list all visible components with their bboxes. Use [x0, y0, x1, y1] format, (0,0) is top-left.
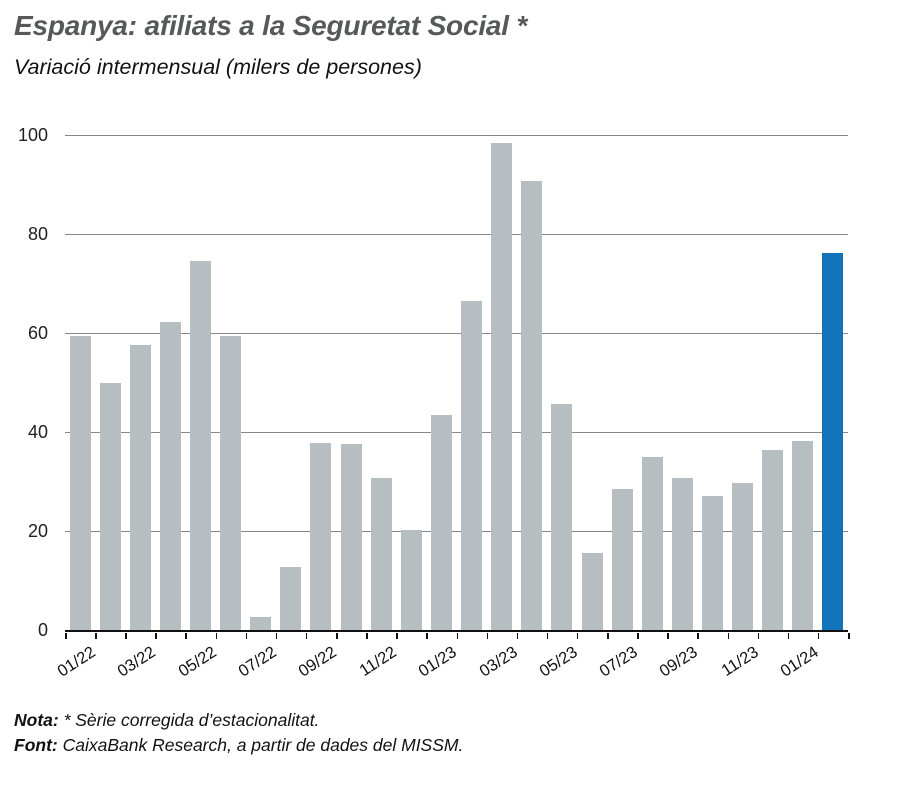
bar-10/22: [340, 443, 362, 630]
bar-06/22: [220, 335, 242, 630]
x-axis-tick-label: 01/24: [777, 643, 822, 681]
bar-03/23: [491, 142, 513, 630]
bar-02/24: [822, 252, 844, 630]
x-axis-tick: [757, 632, 760, 639]
bar-02/22: [99, 383, 121, 630]
bar-09/23: [671, 478, 693, 630]
x-axis-tick: [607, 632, 609, 639]
x-axis-tick: [576, 632, 579, 639]
x-axis-tick: [516, 632, 519, 639]
bar-07/23: [611, 488, 633, 630]
source-text: CaixaBank Research, a partir de dades de…: [57, 735, 464, 755]
bar-11/22: [370, 478, 392, 630]
gridline-y-20: [65, 530, 848, 532]
gridline-y-40: [65, 431, 848, 433]
x-axis-tick: [275, 632, 278, 639]
chart-footnotes: Nota: * Sèrie corregida d’estacionalitat…: [14, 708, 874, 758]
bar-08/22: [280, 567, 302, 630]
x-axis-tick-label: 09/23: [656, 643, 702, 681]
x-axis-tick: [697, 632, 699, 639]
x-axis-tick: [456, 632, 458, 639]
x-axis-tick: [426, 632, 428, 639]
y-axis-tick-label: 40: [27, 422, 48, 442]
bar-11/23: [732, 482, 754, 630]
x-axis-tick: [125, 632, 127, 639]
note-line: Nota: * Sèrie corregida d’estacionalitat…: [14, 708, 874, 733]
x-axis-tick-label: 11/23: [717, 643, 762, 680]
source-line: Font: CaixaBank Research, a partir de da…: [14, 733, 874, 758]
x-axis-tick-label: 09/22: [295, 643, 340, 681]
y-axis-tick-label: 60: [27, 323, 48, 343]
gridline-y-80: [65, 233, 848, 235]
bar-01/23: [430, 414, 452, 630]
x-axis-tick-label: 05/23: [536, 643, 581, 681]
bar-05/23: [551, 403, 573, 630]
bar-02/23: [461, 300, 483, 630]
x-axis-tick-label: 11/22: [356, 643, 401, 680]
x-axis-tick-label: 03/23: [476, 643, 521, 681]
x-axis-tick: [185, 632, 187, 639]
x-axis-tick: [366, 632, 368, 639]
note-text: * Sèrie corregida d’estacionalitat.: [58, 710, 320, 730]
x-axis-tick: [245, 632, 248, 639]
bar-10/23: [701, 495, 723, 630]
chart-subtitle: Variació intermensual (milers de persone…: [14, 55, 422, 79]
bar-12/23: [762, 449, 784, 630]
x-axis-tick: [65, 632, 67, 639]
y-axis-tick-label: 80: [27, 224, 48, 244]
x-axis-tick: [486, 632, 489, 639]
x-axis-tick: [667, 632, 669, 639]
y-axis-tick-label: 100: [17, 125, 48, 145]
x-axis-tick: [305, 632, 308, 639]
x-axis-tick: [215, 632, 218, 639]
x-axis-tick-label: 07/23: [596, 643, 641, 681]
x-axis-tick: [637, 632, 639, 639]
x-axis-tick-label: 01/22: [54, 643, 99, 681]
y-axis-tick-label: 20: [27, 521, 48, 541]
x-axis-tick-label: 03/22: [114, 643, 160, 681]
gridline-y-100: [65, 134, 848, 136]
bar-08/23: [641, 457, 663, 630]
bar-07/22: [250, 617, 272, 630]
bar-12/22: [400, 529, 422, 630]
bar-chart-plot-area: [65, 134, 848, 632]
bar-06/23: [581, 552, 603, 630]
bar-01/24: [792, 440, 814, 630]
y-axis-tick-label: 0: [37, 620, 48, 640]
bar-04/23: [521, 181, 543, 630]
bar-04/22: [159, 322, 181, 630]
x-axis-tick: [727, 632, 730, 639]
bar-03/22: [129, 344, 151, 630]
bar-05/22: [190, 261, 212, 630]
x-axis-tick: [95, 632, 97, 639]
x-axis-tick-label: 05/22: [174, 643, 220, 681]
x-axis-tick-label: 07/22: [235, 643, 280, 681]
x-axis-tick: [396, 632, 398, 639]
x-axis-tick-label: 01/23: [415, 643, 461, 681]
bar-01/22: [69, 336, 91, 630]
x-axis-tick: [848, 632, 850, 639]
bar-09/22: [310, 443, 332, 630]
note-label: Nota:: [14, 710, 59, 730]
x-axis-tick: [546, 632, 549, 639]
gridline-y-60: [65, 332, 848, 334]
chart-title: Espanya: afiliats a la Seguretat Social …: [14, 10, 528, 41]
x-axis-tick: [336, 632, 338, 639]
x-axis-tick: [787, 632, 790, 639]
x-axis-tick: [155, 632, 157, 639]
source-label: Font:: [14, 735, 58, 755]
x-axis-tick: [817, 632, 820, 639]
